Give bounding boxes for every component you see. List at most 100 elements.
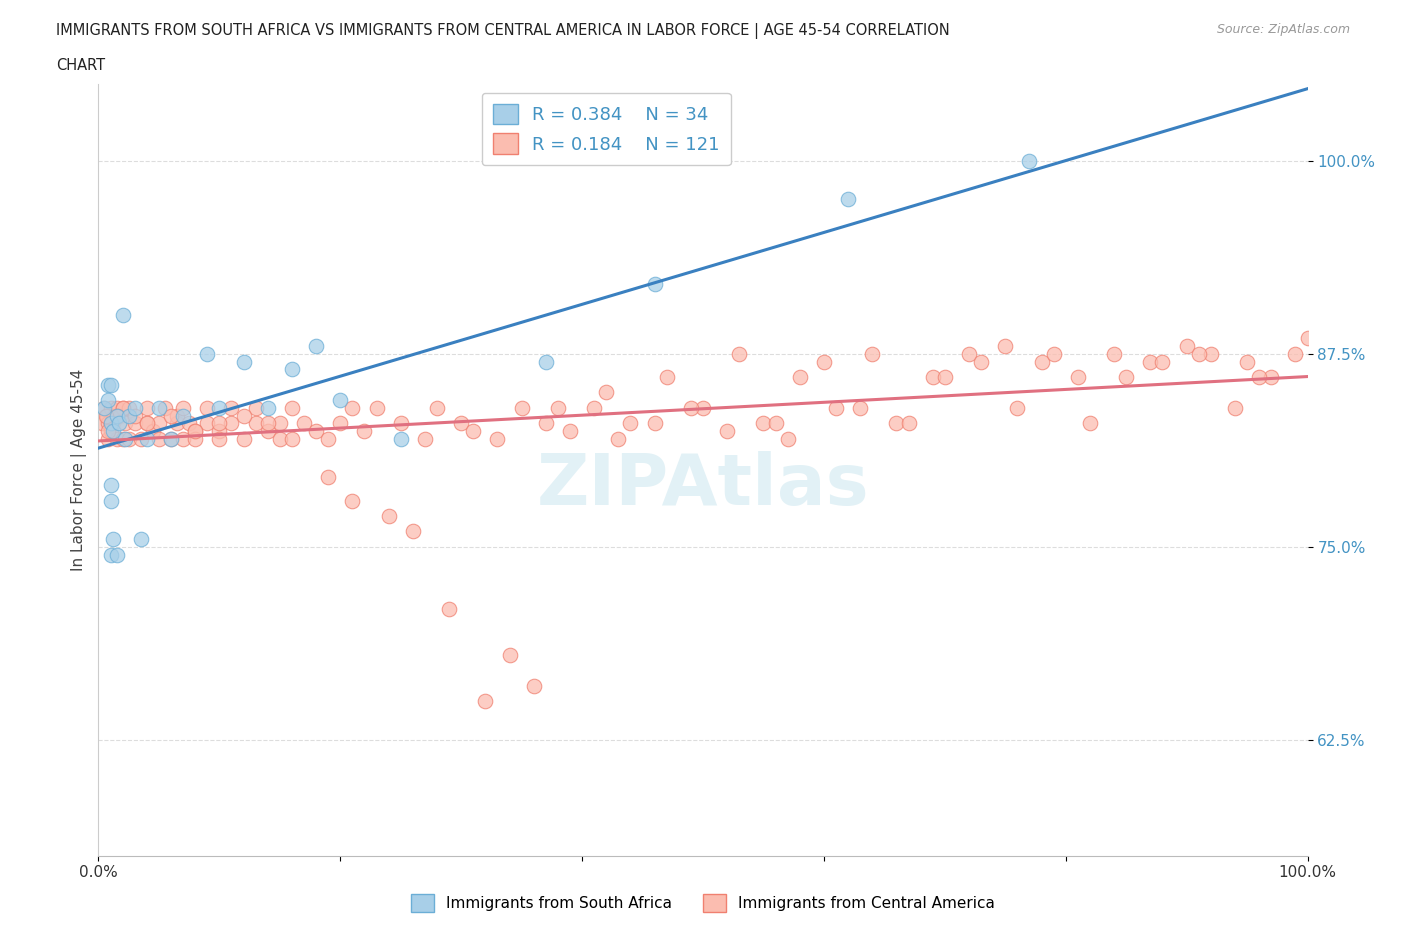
- Point: [994, 339, 1017, 353]
- Point: [957, 347, 980, 362]
- Y-axis label: In Labor Force | Age 45-54: In Labor Force | Age 45-54: [72, 368, 87, 571]
- Point: [1199, 347, 1222, 362]
- Point: [97, 416, 120, 431]
- Point: [342, 493, 364, 508]
- Point: [886, 416, 908, 431]
- Point: [108, 416, 131, 431]
- Point: [1042, 347, 1064, 362]
- Point: [269, 416, 291, 431]
- Point: [221, 416, 243, 431]
- Point: [692, 401, 714, 416]
- Point: [232, 354, 254, 369]
- Point: [316, 470, 339, 485]
- Point: [148, 416, 170, 431]
- Point: [534, 416, 557, 431]
- Point: [100, 401, 122, 416]
- Point: [655, 369, 678, 384]
- Point: [118, 401, 141, 416]
- Point: [105, 401, 128, 416]
- Point: [1018, 153, 1040, 168]
- Point: [765, 416, 787, 431]
- Point: [389, 432, 412, 446]
- Point: [105, 547, 128, 562]
- Point: [281, 401, 304, 416]
- Point: [789, 369, 811, 384]
- Point: [776, 432, 799, 446]
- Point: [970, 354, 993, 369]
- Point: [105, 408, 128, 423]
- Point: [172, 401, 194, 416]
- Legend: R = 0.384    N = 34, R = 0.184    N = 121: R = 0.384 N = 34, R = 0.184 N = 121: [482, 93, 731, 166]
- Point: [305, 339, 328, 353]
- Point: [1175, 339, 1198, 353]
- Point: [114, 432, 136, 446]
- Point: [153, 401, 176, 416]
- Point: [256, 424, 278, 439]
- Point: [208, 416, 231, 431]
- Point: [118, 432, 141, 446]
- Point: [100, 478, 122, 493]
- Point: [1007, 401, 1029, 416]
- Point: [97, 392, 120, 407]
- Point: [1284, 347, 1306, 362]
- Point: [184, 424, 207, 439]
- Point: [595, 385, 617, 400]
- Point: [111, 308, 134, 323]
- Point: [111, 401, 134, 416]
- Point: [160, 408, 183, 423]
- Point: [607, 432, 630, 446]
- Point: [142, 424, 165, 439]
- Point: [389, 416, 412, 431]
- Point: [329, 416, 352, 431]
- Point: [281, 362, 304, 377]
- Point: [100, 424, 122, 439]
- Point: [232, 432, 254, 446]
- Point: [94, 408, 117, 423]
- Point: [172, 408, 194, 423]
- Point: [148, 432, 170, 446]
- Point: [221, 401, 243, 416]
- Point: [486, 432, 509, 446]
- Point: [292, 416, 315, 431]
- Point: [644, 277, 666, 292]
- Point: [679, 401, 702, 416]
- Point: [728, 347, 751, 362]
- Point: [100, 416, 122, 431]
- Point: [716, 424, 738, 439]
- Point: [1296, 331, 1319, 346]
- Point: [93, 401, 115, 416]
- Point: [100, 416, 122, 431]
- Point: [256, 416, 278, 431]
- Point: [184, 424, 207, 439]
- Point: [114, 416, 136, 431]
- Point: [305, 424, 328, 439]
- Point: [129, 432, 152, 446]
- Point: [1139, 354, 1161, 369]
- Point: [1236, 354, 1258, 369]
- Point: [316, 432, 339, 446]
- Point: [124, 408, 146, 423]
- Point: [172, 432, 194, 446]
- Point: [97, 378, 120, 392]
- Point: [135, 416, 157, 431]
- Point: [111, 401, 134, 416]
- Point: [177, 416, 201, 431]
- Point: [166, 416, 188, 431]
- Point: [232, 408, 254, 423]
- Point: [523, 678, 546, 693]
- Point: [619, 416, 641, 431]
- Point: [921, 369, 943, 384]
- Point: [101, 424, 124, 439]
- Point: [105, 408, 128, 423]
- Point: [97, 424, 120, 439]
- Point: [129, 532, 152, 547]
- Point: [195, 347, 218, 362]
- Point: [100, 493, 122, 508]
- Point: [93, 401, 115, 416]
- Point: [97, 432, 120, 446]
- Point: [96, 408, 118, 423]
- Point: [208, 432, 231, 446]
- Point: [160, 432, 183, 446]
- Point: [498, 647, 520, 662]
- Point: [463, 424, 485, 439]
